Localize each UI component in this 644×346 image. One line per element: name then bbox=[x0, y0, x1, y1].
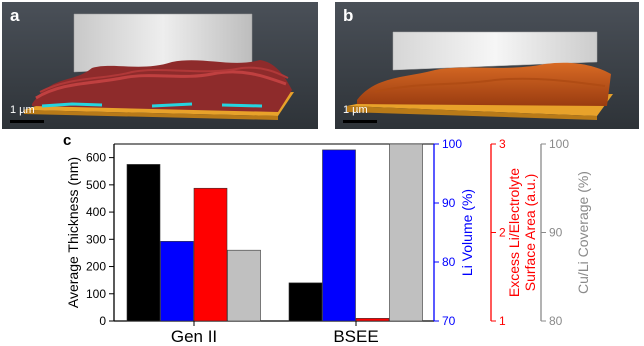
panel-a-scale-label: 1 µm bbox=[10, 104, 35, 116]
li-volume-axis-label: Li Volume (%) bbox=[459, 189, 475, 276]
thickness-tick-label: 300 bbox=[86, 232, 106, 246]
bar-bsee-li_volume bbox=[322, 149, 356, 322]
bar-bsee-coverage bbox=[389, 143, 423, 322]
thickness-tick-label: 400 bbox=[86, 205, 106, 219]
panel-a-render bbox=[2, 2, 318, 129]
thickness-tick-label: 600 bbox=[86, 151, 106, 165]
panel-a-image: a 1 µm bbox=[2, 2, 318, 129]
surface-area-tick-label: 3 bbox=[499, 137, 506, 151]
coverage-tick-label: 80 bbox=[549, 314, 563, 328]
thickness-tick-label: 500 bbox=[86, 178, 106, 192]
panel-b-image: b 1 µm bbox=[335, 2, 639, 129]
surface-area-axis-label-line1: Excess Li/Electrolyte bbox=[506, 168, 522, 297]
chart-label: c bbox=[63, 132, 71, 149]
surface-area-tick-label: 2 bbox=[499, 226, 506, 240]
li-volume-tick-label: 70 bbox=[442, 314, 456, 328]
surface-area-axis-label-line2: Surface Area (a.u.) bbox=[522, 174, 538, 292]
thickness-axis-label: Average Thickness (nm) bbox=[65, 157, 81, 308]
thickness-tick-label: 200 bbox=[86, 260, 106, 274]
panel-b-scale-bar bbox=[343, 120, 377, 123]
panel-b-scale-label: 1 µm bbox=[343, 104, 368, 116]
category-label: Gen II bbox=[171, 327, 217, 346]
panel-a-label: a bbox=[10, 6, 20, 25]
li-volume-tick-label: 90 bbox=[442, 196, 456, 210]
bar-chart: c 0 100 200 300 400 500 600 Average Thickness (n… bbox=[63, 132, 591, 346]
thickness-tick-label: 100 bbox=[86, 287, 106, 301]
panel-a-scale-bar bbox=[10, 120, 44, 123]
thickness-tick-label: 0 bbox=[99, 314, 106, 328]
li-volume-tick-label: 100 bbox=[442, 137, 462, 151]
category-label: BSEE bbox=[333, 327, 378, 346]
panel-b-render bbox=[335, 2, 639, 129]
coverage-tick-label: 100 bbox=[549, 137, 569, 151]
bar-gen-ii-thickness bbox=[126, 164, 161, 322]
bar-gen-ii-coverage bbox=[227, 249, 261, 322]
coverage-tick-label: 90 bbox=[549, 226, 563, 240]
bar-gen-ii-surface_area bbox=[193, 187, 228, 322]
bar-gen-ii-li_volume bbox=[160, 241, 194, 322]
bar-bsee-surface_area bbox=[355, 318, 390, 322]
coverage-axis-label: Cu/Li Coverage (%) bbox=[575, 171, 591, 294]
li-volume-tick-label: 80 bbox=[442, 255, 456, 269]
panel-b-label: b bbox=[343, 6, 354, 25]
bar-bsee-thickness bbox=[288, 282, 323, 322]
surface-area-tick-label: 1 bbox=[499, 314, 506, 328]
